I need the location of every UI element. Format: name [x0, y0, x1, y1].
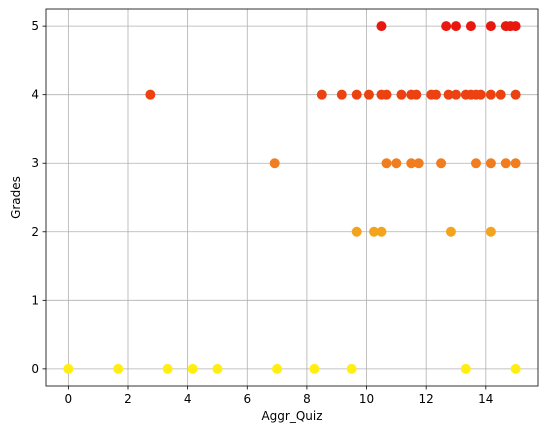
data-point [272, 363, 283, 374]
data-point [510, 363, 521, 374]
x-tick-label: 10 [359, 392, 374, 406]
data-point [470, 158, 481, 169]
data-point [351, 226, 362, 237]
grid [46, 9, 538, 386]
data-point [145, 89, 156, 100]
data-point [187, 363, 198, 374]
x-axis-ticks: 0 2 4 6 8 10 12 14 [65, 386, 493, 406]
data-point [475, 89, 486, 100]
data-point [269, 158, 280, 169]
x-tick-label: 14 [478, 392, 493, 406]
data-point [451, 21, 461, 32]
data-point [451, 89, 461, 100]
data-point [485, 21, 496, 32]
data-point [162, 363, 173, 374]
data-point [510, 21, 521, 32]
data-point [363, 89, 374, 100]
data-point [376, 226, 387, 237]
y-tick-label: 0 [31, 362, 39, 376]
x-tick-label: 12 [419, 392, 434, 406]
x-tick-label: 6 [243, 392, 251, 406]
y-tick-label: 2 [31, 225, 39, 239]
data-point [431, 89, 442, 100]
x-tick-label: 0 [65, 392, 73, 406]
data-point [485, 226, 496, 237]
y-tick-label: 4 [31, 88, 39, 102]
data-point [336, 89, 347, 100]
data-point [212, 363, 223, 374]
data-point [500, 158, 511, 169]
data-point [396, 89, 407, 100]
y-tick-label: 5 [31, 19, 39, 33]
data-point [63, 363, 74, 374]
data-point [445, 226, 456, 237]
data-point [376, 21, 387, 32]
data-point [495, 89, 506, 100]
data-point [510, 89, 521, 100]
data-point [436, 158, 447, 169]
data-points [63, 21, 521, 374]
x-axis-label: Aggr_Quiz [261, 409, 322, 423]
data-point [351, 89, 362, 100]
data-point [485, 158, 496, 169]
data-point [381, 89, 392, 100]
data-point [411, 89, 422, 100]
data-point [369, 226, 379, 237]
x-tick-label: 4 [184, 392, 192, 406]
plot-area-frame [45, 8, 539, 387]
data-point [309, 363, 320, 374]
x-tick-label: 2 [124, 392, 132, 406]
y-axis-ticks: 0 1 2 3 4 5 [31, 19, 46, 376]
data-point [443, 89, 454, 100]
data-point [510, 158, 521, 169]
data-point [316, 89, 327, 100]
data-point [485, 89, 496, 100]
data-point [391, 158, 402, 169]
data-point [441, 21, 452, 32]
data-point [413, 158, 424, 169]
data-point [465, 21, 476, 32]
data-point [406, 158, 417, 169]
y-tick-label: 1 [31, 293, 39, 307]
x-tick-label: 8 [303, 392, 311, 406]
data-point [346, 363, 357, 374]
data-point [460, 363, 471, 374]
y-axis-label: Grades [9, 176, 23, 219]
y-tick-label: 3 [31, 156, 39, 170]
data-point [113, 363, 124, 374]
data-point [381, 158, 392, 169]
